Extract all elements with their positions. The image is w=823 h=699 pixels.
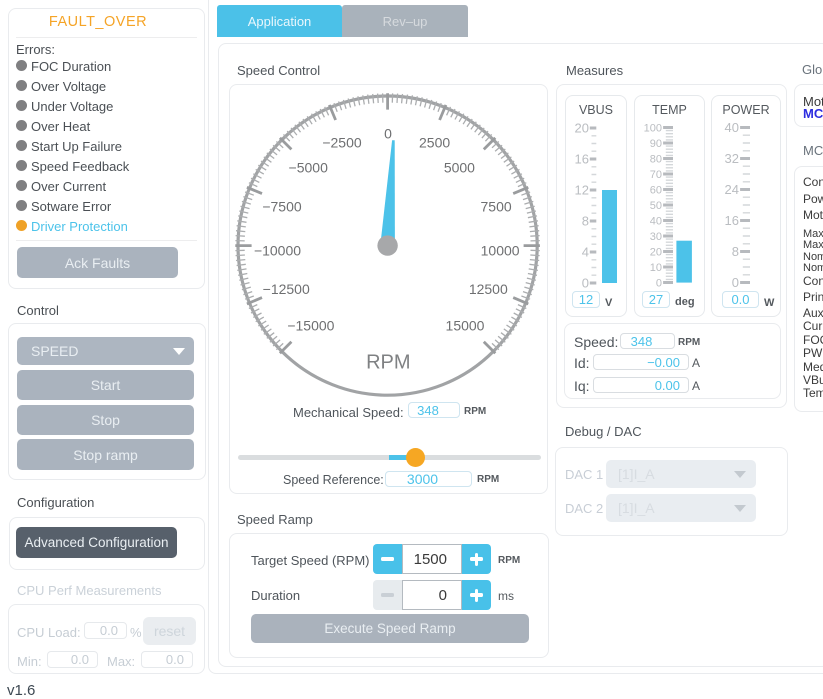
svg-text:−10000: −10000	[254, 243, 301, 259]
svg-text:4: 4	[582, 245, 589, 260]
svg-text:40: 40	[725, 120, 739, 135]
svg-text:7500: 7500	[481, 199, 512, 215]
svg-text:8: 8	[582, 214, 589, 229]
svg-text:20: 20	[575, 121, 589, 136]
svg-text:32: 32	[725, 151, 739, 166]
svg-text:70: 70	[650, 169, 662, 181]
svg-text:15000: 15000	[446, 318, 485, 334]
svg-text:0: 0	[656, 277, 662, 289]
svg-text:12: 12	[575, 183, 589, 198]
svg-text:−12500: −12500	[263, 281, 310, 297]
svg-text:−7500: −7500	[262, 199, 302, 215]
svg-text:−2500: −2500	[322, 135, 362, 151]
svg-text:10: 10	[650, 262, 662, 274]
svg-text:40: 40	[650, 215, 662, 227]
svg-text:20: 20	[650, 246, 662, 258]
svg-text:−15000: −15000	[287, 318, 334, 334]
svg-text:100: 100	[644, 122, 662, 134]
svg-text:50: 50	[650, 200, 662, 212]
svg-text:8: 8	[732, 244, 739, 259]
svg-text:60: 60	[650, 184, 662, 196]
svg-text:0: 0	[732, 275, 739, 290]
svg-text:80: 80	[650, 153, 662, 165]
svg-text:90: 90	[650, 138, 662, 150]
svg-text:0: 0	[582, 276, 589, 291]
svg-text:16: 16	[575, 152, 589, 167]
svg-text:−5000: −5000	[289, 160, 329, 176]
svg-text:RPM: RPM	[366, 352, 410, 374]
svg-text:12500: 12500	[469, 281, 508, 297]
svg-text:30: 30	[650, 231, 662, 243]
svg-text:0: 0	[384, 125, 392, 141]
svg-text:24: 24	[725, 182, 739, 197]
svg-text:5000: 5000	[444, 160, 475, 176]
svg-text:16: 16	[725, 213, 739, 228]
svg-text:10000: 10000	[481, 243, 520, 259]
svg-text:2500: 2500	[419, 135, 450, 151]
